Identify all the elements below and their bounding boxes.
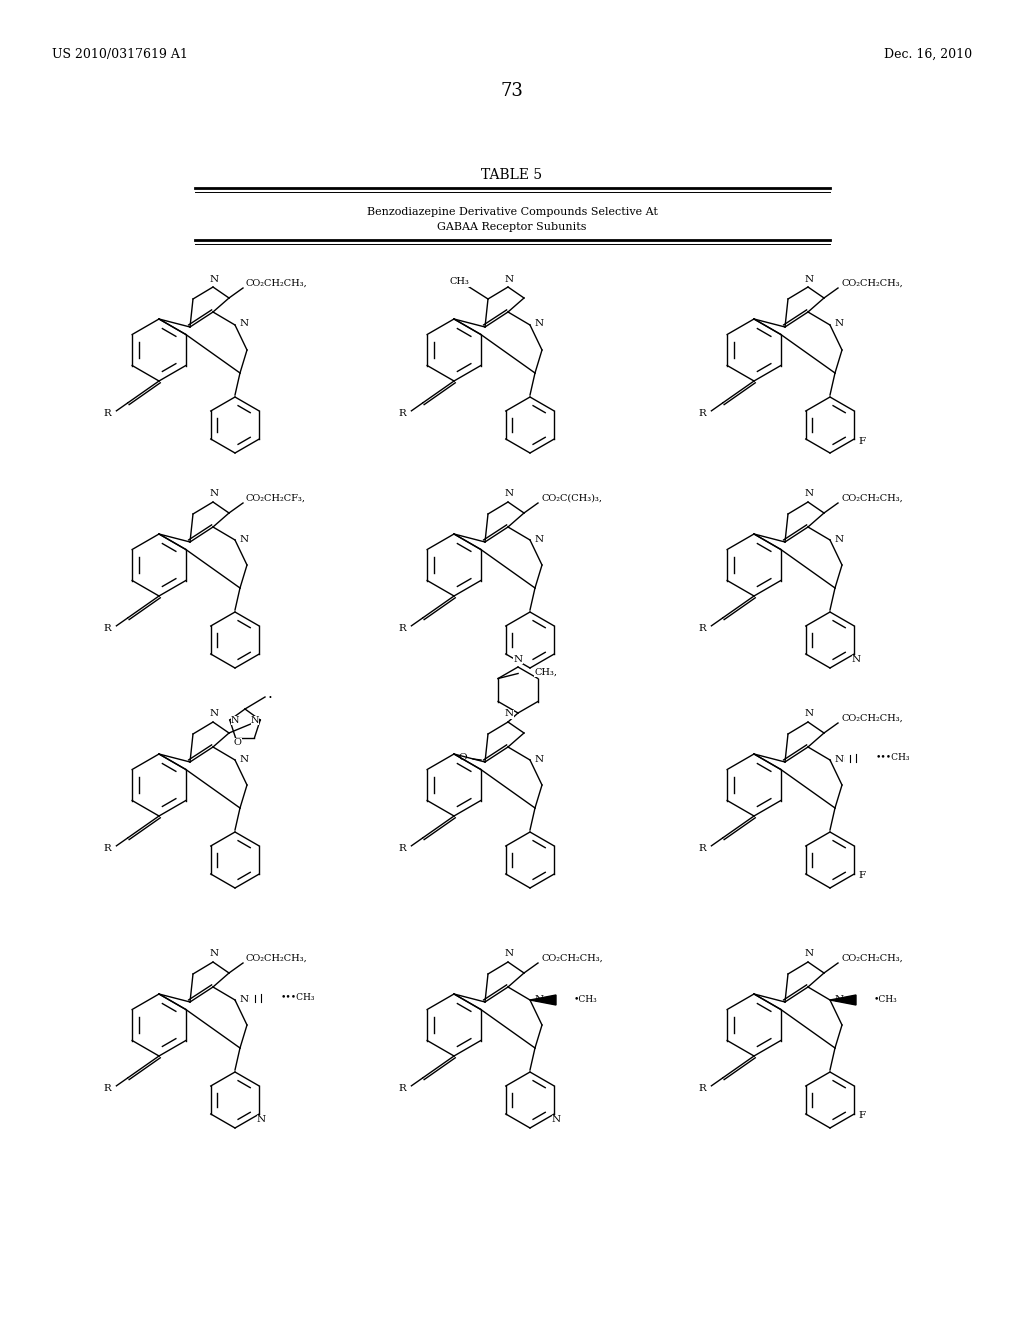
Text: R: R <box>698 845 707 853</box>
Text: •••CH₃: •••CH₃ <box>281 994 315 1002</box>
Text: R: R <box>698 624 707 634</box>
Text: R: R <box>103 1084 112 1093</box>
Text: N: N <box>852 655 861 664</box>
Text: N: N <box>805 949 813 958</box>
Text: N: N <box>805 490 813 499</box>
Text: F: F <box>859 871 866 880</box>
Text: TABLE 5: TABLE 5 <box>481 168 543 182</box>
Text: O: O <box>459 754 467 763</box>
Text: N: N <box>835 319 844 329</box>
Text: N: N <box>535 535 544 544</box>
Text: N: N <box>230 715 239 725</box>
Text: N: N <box>805 710 813 718</box>
Text: N: N <box>505 710 514 718</box>
Text: N: N <box>240 755 249 763</box>
Text: R: R <box>398 409 407 418</box>
Text: N: N <box>513 655 522 664</box>
Text: CO₂CH₂CH₃,: CO₂CH₂CH₃, <box>841 279 903 288</box>
Text: N: N <box>210 490 218 499</box>
Text: •CH₃: •CH₃ <box>574 995 598 1005</box>
Text: N: N <box>251 715 259 725</box>
Text: CH₃: CH₃ <box>450 277 470 286</box>
Text: R: R <box>103 845 112 853</box>
Text: N: N <box>835 755 844 763</box>
Text: N: N <box>835 535 844 544</box>
Polygon shape <box>830 995 856 1005</box>
Text: R: R <box>398 845 407 853</box>
Text: N: N <box>505 275 514 284</box>
Text: F: F <box>859 437 866 446</box>
Text: R: R <box>103 409 112 418</box>
Text: N: N <box>805 275 813 284</box>
Text: CO₂CH₂CH₃,: CO₂CH₂CH₃, <box>841 714 903 722</box>
Text: R: R <box>698 1084 707 1093</box>
Text: •CH₃: •CH₃ <box>874 995 898 1005</box>
Text: N: N <box>505 490 514 499</box>
Text: 73: 73 <box>501 82 523 100</box>
Text: R: R <box>398 624 407 634</box>
Text: N: N <box>210 949 218 958</box>
Text: CO₂CH₂CH₃,: CO₂CH₂CH₃, <box>246 279 308 288</box>
Text: N: N <box>535 994 544 1003</box>
Text: F: F <box>859 1111 866 1121</box>
Text: N: N <box>552 1114 561 1123</box>
Text: N: N <box>210 275 218 284</box>
Text: CO₂CH₂CH₃,: CO₂CH₂CH₃, <box>246 953 308 962</box>
Text: N: N <box>535 755 544 763</box>
Text: .: . <box>267 686 272 701</box>
Text: Benzodiazepine Derivative Compounds Selective At: Benzodiazepine Derivative Compounds Sele… <box>367 207 657 216</box>
Text: R: R <box>698 409 707 418</box>
Text: O: O <box>233 738 242 747</box>
Text: CO₂CH₂CH₃,: CO₂CH₂CH₃, <box>841 494 903 503</box>
Text: CO₂CH₂CH₃,: CO₂CH₂CH₃, <box>841 953 903 962</box>
Text: N: N <box>240 535 249 544</box>
Text: N: N <box>210 710 218 718</box>
Text: N: N <box>257 1114 266 1123</box>
Polygon shape <box>530 995 556 1005</box>
Text: N: N <box>535 319 544 329</box>
Text: N: N <box>505 949 514 958</box>
Text: R: R <box>103 624 112 634</box>
Text: US 2010/0317619 A1: US 2010/0317619 A1 <box>52 48 187 61</box>
Text: •••CH₃: •••CH₃ <box>876 754 910 763</box>
Text: CO₂C(CH₃)₃,: CO₂C(CH₃)₃, <box>541 494 602 503</box>
Text: N: N <box>240 994 249 1003</box>
Text: CO₂CH₂CF₃,: CO₂CH₂CF₃, <box>246 494 306 503</box>
Text: Dec. 16, 2010: Dec. 16, 2010 <box>884 48 972 61</box>
Text: CO₂CH₂CH₃,: CO₂CH₂CH₃, <box>541 953 603 962</box>
Text: N: N <box>240 319 249 329</box>
Text: R: R <box>398 1084 407 1093</box>
Text: N: N <box>835 994 844 1003</box>
Text: GABAA Receptor Subunits: GABAA Receptor Subunits <box>437 222 587 232</box>
Text: CH₃,: CH₃, <box>535 668 557 677</box>
